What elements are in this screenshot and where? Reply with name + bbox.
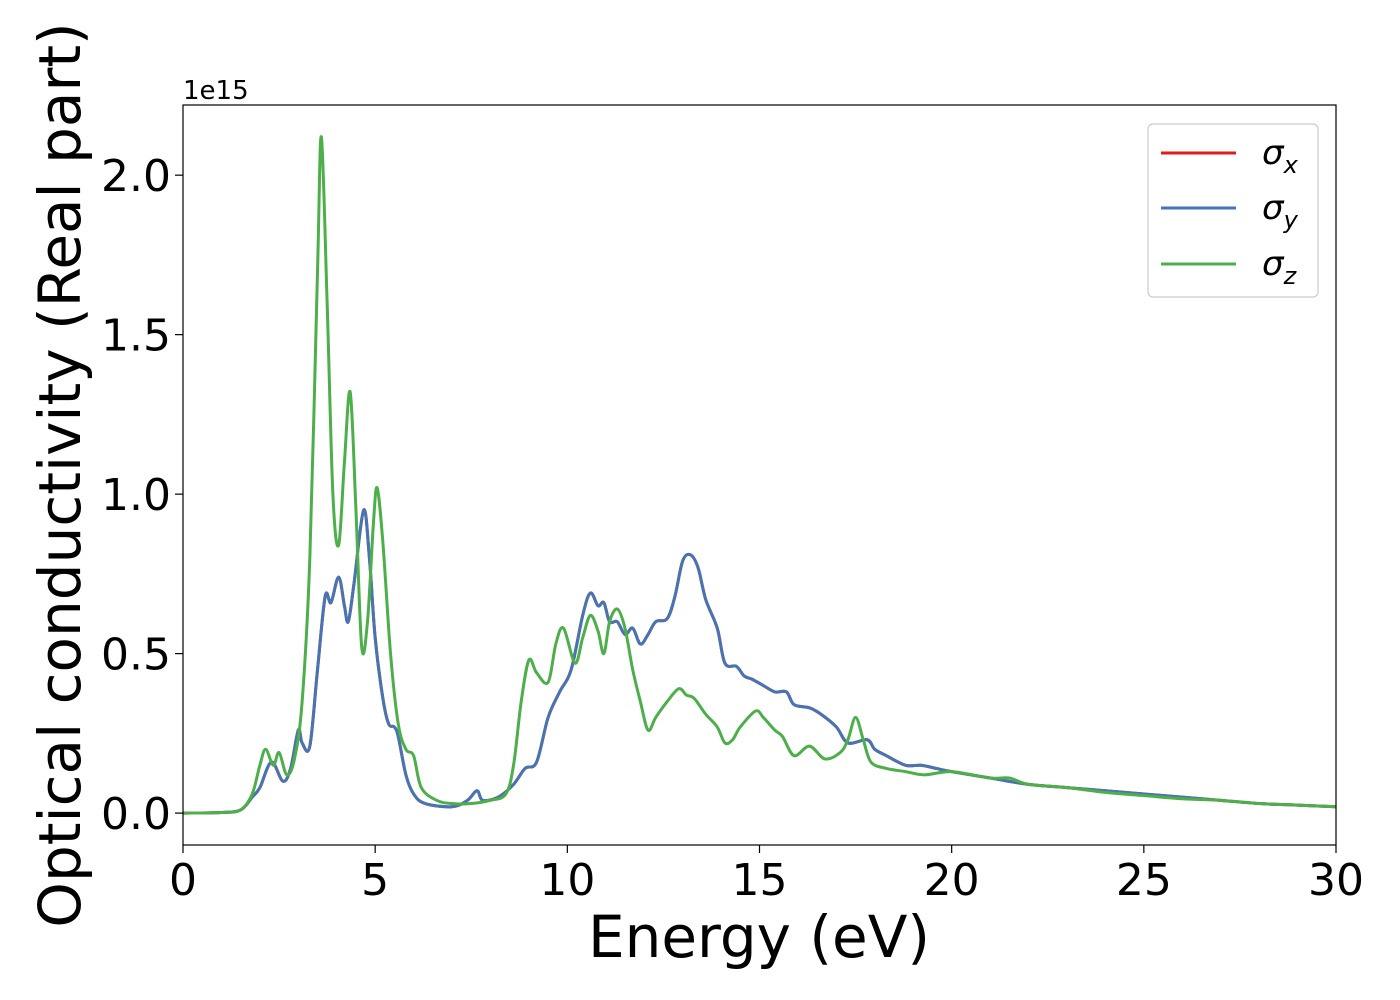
x-tick-label: 30 — [1308, 855, 1364, 906]
x-tick-label: 0 — [169, 855, 197, 906]
y-offset-text: 1e15 — [183, 76, 249, 106]
y-tick-label: 1.5 — [101, 311, 171, 362]
legend-label-x: σx — [1262, 133, 1299, 179]
y-tick-label: 0.5 — [101, 630, 171, 681]
series-line-y — [183, 508, 1336, 815]
y-axis-label: Optical conductivity (Real part) — [26, 22, 94, 927]
axes: 0 5 10 15 20 25 30 0.0 0.5 1.0 1.5 2.0 — [101, 104, 1364, 906]
x-tick-label: 5 — [361, 855, 389, 906]
y-tick-label: 0.0 — [101, 789, 171, 840]
x-tick-label: 20 — [924, 855, 980, 906]
legend-box — [1147, 123, 1319, 298]
x-tick-label: 15 — [732, 855, 788, 906]
plot-area — [183, 135, 1336, 815]
x-axis-label: Energy (eV) — [588, 903, 930, 971]
y-tick-label: 2.0 — [101, 151, 171, 202]
series-line-z — [183, 135, 1336, 815]
y-tick-label: 1.0 — [101, 470, 171, 521]
x-tick-label: 10 — [539, 855, 595, 906]
x-tick-label: 25 — [1116, 855, 1172, 906]
